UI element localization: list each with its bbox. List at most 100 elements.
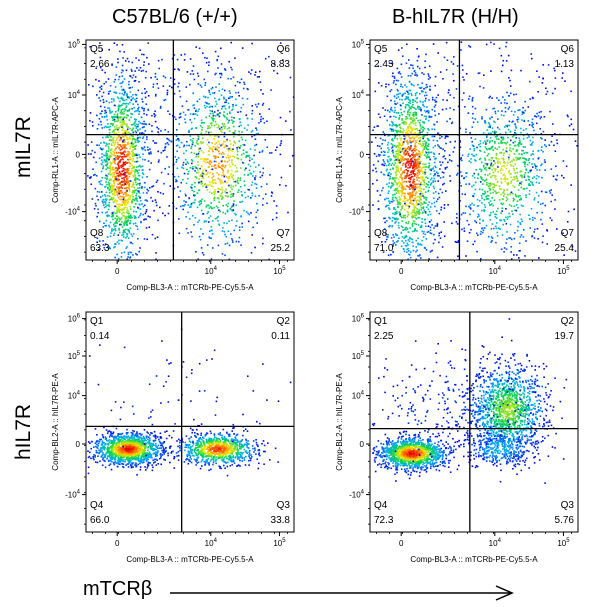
event-dot: [111, 198, 113, 201]
event-dot: [130, 172, 133, 175]
event-dot: [237, 146, 240, 148]
event-dot: [414, 94, 417, 97]
event-dot: [186, 161, 189, 163]
event-dot: [503, 152, 505, 154]
event-dot: [141, 172, 144, 174]
event-dot: [509, 193, 511, 196]
event-dot: [122, 211, 125, 214]
event-dot: [202, 213, 205, 215]
event-dot: [400, 169, 402, 171]
event-dot: [480, 258, 482, 260]
event-dot: [456, 174, 458, 176]
event-dot: [394, 193, 396, 196]
event-dot: [125, 130, 127, 133]
event-dot: [208, 115, 211, 117]
event-dot: [471, 144, 474, 147]
event-dot: [404, 228, 406, 231]
event-dot: [124, 60, 127, 62]
event-dot: [402, 122, 405, 124]
event-dot: [141, 147, 143, 149]
event-dot: [112, 211, 115, 214]
event-dot: [108, 147, 110, 150]
event-dot: [417, 160, 419, 162]
event-dot: [99, 183, 102, 185]
event-dot: [435, 191, 437, 193]
event-dot: [406, 199, 408, 202]
event-dot: [108, 110, 111, 112]
event-dot: [410, 195, 412, 197]
event-dot: [131, 150, 133, 153]
event-dot: [197, 110, 199, 113]
event-dot: [224, 190, 227, 192]
event-dot: [160, 130, 162, 132]
event-dot: [518, 109, 521, 111]
event-dot: [167, 173, 170, 175]
event-dot: [188, 144, 190, 147]
event-dot: [528, 136, 530, 138]
event-dot: [134, 141, 137, 143]
event-dot: [113, 191, 116, 193]
event-dot: [515, 204, 518, 206]
event-dot: [507, 181, 510, 184]
event-dot: [429, 85, 431, 88]
event-dot: [241, 47, 244, 49]
event-dot: [513, 153, 516, 155]
event-dot: [262, 172, 264, 174]
event-dot: [426, 148, 428, 150]
event-dot: [105, 152, 107, 154]
event-dot: [374, 167, 377, 170]
event-dot: [397, 170, 399, 173]
event-dot: [501, 234, 504, 236]
event-dot: [188, 197, 190, 199]
event-dot: [495, 227, 498, 230]
event-dot: [212, 114, 215, 117]
event-dot: [513, 159, 515, 162]
event-dot: [100, 85, 103, 88]
event-dot: [119, 155, 121, 158]
event-dot: [526, 133, 529, 135]
quadrant-name: Q5: [90, 44, 104, 55]
event-dot: [100, 88, 103, 90]
event-dot: [509, 161, 511, 163]
event-dot: [473, 147, 476, 150]
event-dot: [415, 166, 418, 169]
event-dot: [100, 170, 103, 173]
event-dot: [243, 174, 246, 176]
event-dot: [118, 127, 120, 129]
event-dot: [117, 169, 119, 171]
event-dot: [496, 235, 499, 237]
event-dot: [510, 180, 513, 183]
event-dot: [112, 129, 115, 132]
event-dot: [408, 162, 410, 164]
event-dot: [416, 230, 418, 232]
event-dot: [411, 211, 414, 214]
event-dot: [106, 107, 109, 109]
event-dot: [138, 59, 140, 61]
event-dot: [258, 122, 260, 124]
event-dot: [124, 144, 126, 146]
event-dot: [494, 136, 497, 138]
event-dot: [107, 245, 109, 248]
event-dot: [409, 196, 412, 199]
event-dot: [110, 155, 113, 157]
event-dot: [418, 180, 421, 182]
event-dot: [127, 154, 130, 156]
event-dot: [280, 142, 282, 145]
event-dot: [255, 187, 258, 189]
event-dot: [245, 211, 248, 213]
event-dot: [135, 110, 138, 112]
event-dot: [212, 173, 214, 175]
event-dot: [527, 159, 530, 162]
event-dot: [125, 247, 127, 250]
event-dot: [114, 155, 116, 157]
event-dot: [130, 170, 133, 172]
event-dot: [502, 64, 504, 67]
event-dot: [100, 123, 103, 126]
event-dot: [516, 229, 519, 232]
event-dot: [213, 165, 215, 167]
event-dot: [379, 154, 381, 156]
event-dot: [190, 159, 193, 161]
event-dot: [566, 114, 569, 117]
event-dot: [143, 64, 145, 66]
event-dot: [106, 167, 109, 169]
